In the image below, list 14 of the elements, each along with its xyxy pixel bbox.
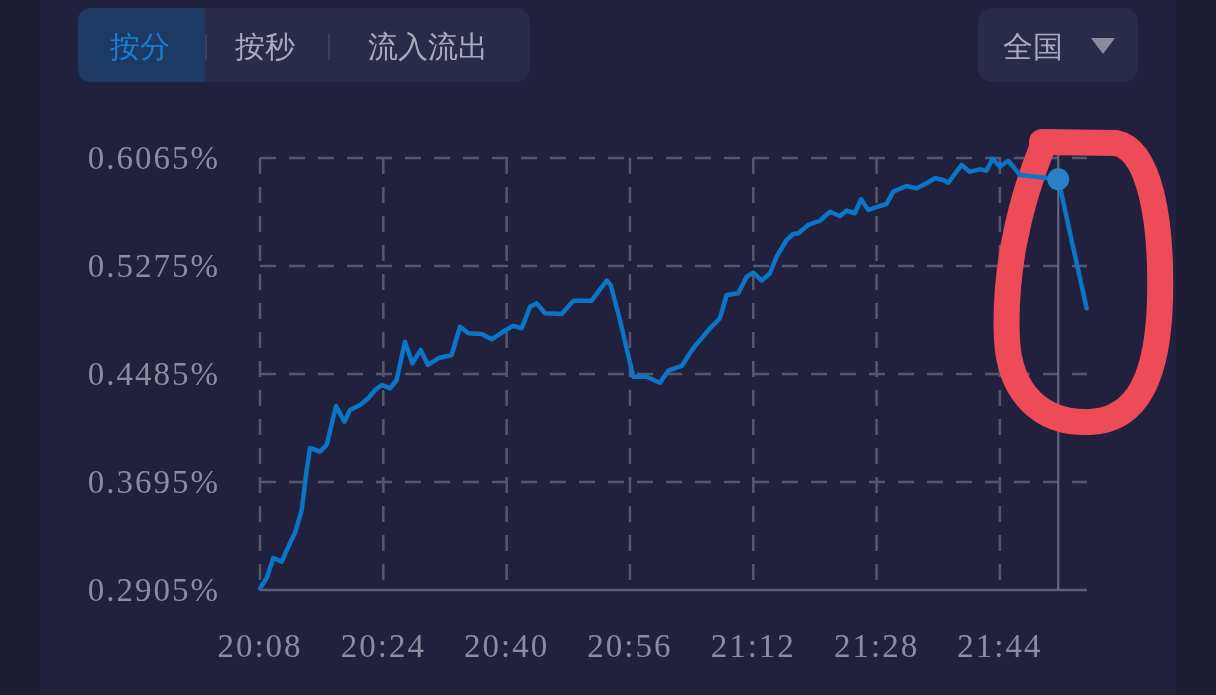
y-tick-label: 0.4485%: [87, 356, 220, 392]
x-tick-label: 20:08: [217, 628, 303, 664]
dropdown: 全国: [978, 8, 1138, 82]
x-tick-label: 21:44: [957, 628, 1043, 664]
x-tick-label: 21:28: [834, 628, 920, 664]
y-tick-label: 0.3695%: [87, 464, 220, 500]
x-tick-label: 20:24: [340, 628, 426, 664]
y-tick-label: 0.2905%: [87, 572, 220, 608]
y-tick-label: 0.6065%: [87, 140, 220, 176]
x-tick-label: 20:56: [587, 628, 673, 664]
y-tick-label: 0.5275%: [87, 248, 220, 284]
x-tick-label: 20:40: [464, 628, 550, 664]
x-tick-label: 21:12: [710, 628, 796, 664]
line-series: [257, 156, 1089, 591]
